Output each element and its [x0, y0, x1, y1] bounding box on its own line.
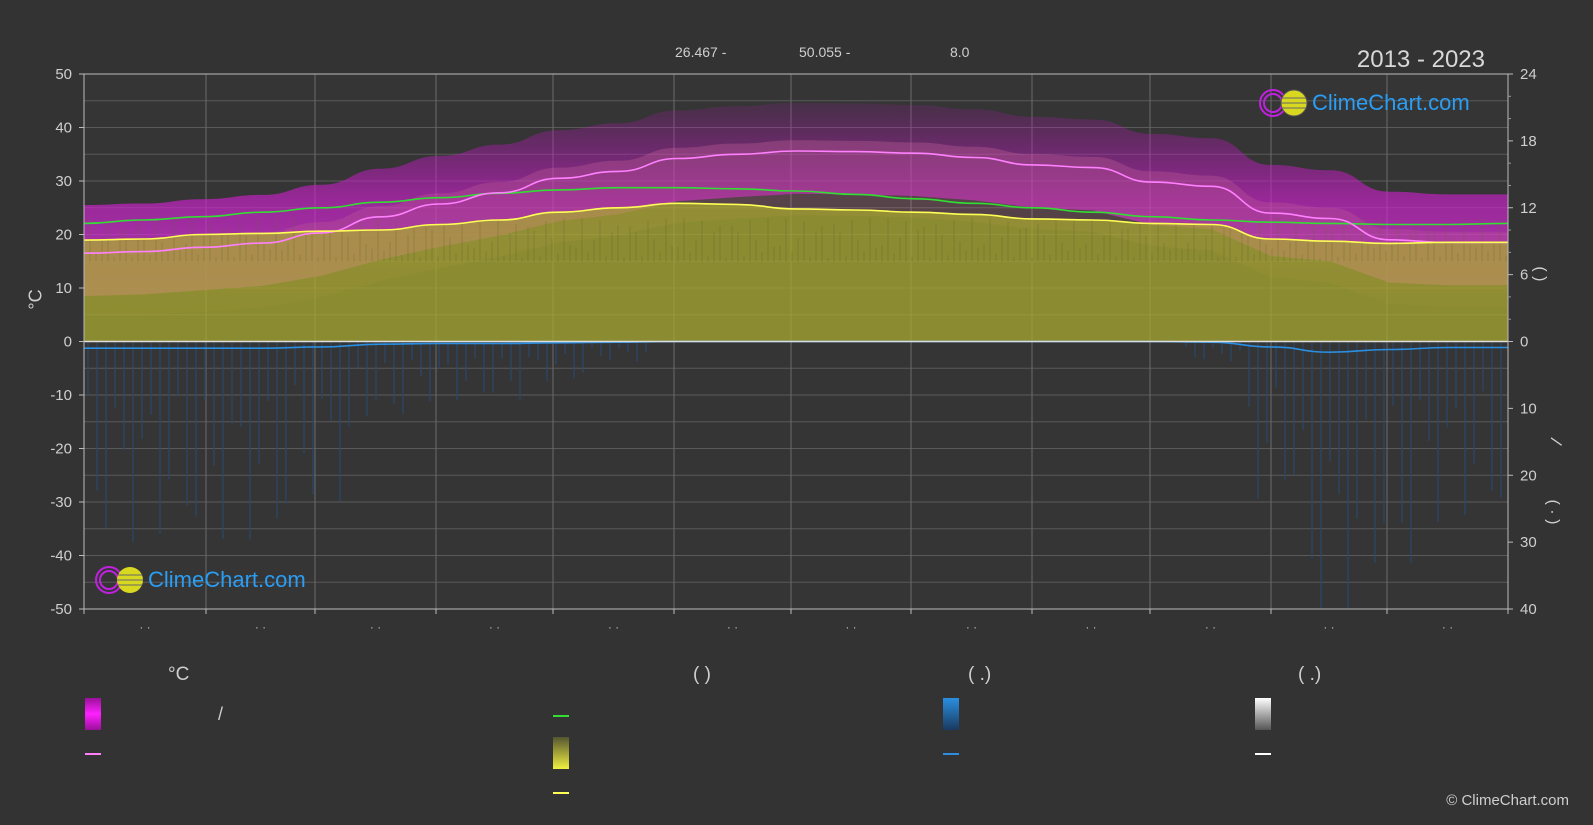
legend-daylight-line-swatch: [553, 715, 569, 717]
legend-col2-head: ( ): [693, 664, 711, 685]
sunshine-line: [84, 202, 1508, 245]
right-tick-label-hours: 6: [1520, 267, 1528, 284]
x-tick-label: · ·: [370, 620, 381, 634]
left-tick-label: -10: [50, 387, 72, 404]
max-temp-range-band: [84, 102, 1508, 297]
x-tick-label: · ·: [139, 620, 150, 634]
coordinate-latitude: 26.467 -: [675, 44, 727, 60]
right-tick-label-mm: 40: [1520, 601, 1537, 618]
x-tick-label: · ·: [608, 620, 619, 634]
x-tick-label: · ·: [966, 620, 977, 634]
axes: 50 40 30 20 10 0 -10 -20 -30 -40 -50 24 18 12 6 0 10 20 30…: [50, 66, 1536, 634]
sunshine-area: [84, 203, 1508, 342]
right-tick-label-hours: 12: [1520, 200, 1537, 217]
logo-bottom-icon: [95, 566, 143, 594]
coordinate-elevation: 8.0: [950, 44, 970, 60]
legend-sunshine-range-swatch: [553, 737, 569, 769]
x-tick-label: · ·: [1442, 620, 1453, 634]
left-tick-label: 0: [64, 334, 72, 351]
logo-top-text: ClimeChart.com: [1312, 90, 1470, 115]
legend-max-temp-line-swatch: [85, 753, 101, 755]
left-tick-label: -50: [50, 601, 72, 618]
right-tick-label-hours: 18: [1520, 133, 1537, 150]
left-axis-unit: °C: [25, 289, 46, 310]
min-temp-range-band: [84, 140, 1508, 315]
x-tick-label: · ·: [1323, 620, 1334, 634]
legend-max-temp-range-swatch: [85, 698, 101, 730]
right-tick-label-hours: 24: [1520, 66, 1537, 83]
legend-sunshine-line-swatch: [553, 792, 569, 794]
logo-bottom: ClimeChart.com: [94, 565, 306, 595]
legend-col3-head: ( .): [968, 664, 992, 685]
logo-top-icon: [1259, 89, 1308, 117]
x-tick-label: · ·: [1085, 620, 1096, 634]
right-tick-label-mm: 20: [1520, 467, 1537, 484]
right-tick-label-hours: 0: [1520, 334, 1528, 351]
right-tick-label-mm: 10: [1520, 400, 1537, 417]
legend-col1-slash: /: [218, 704, 224, 724]
left-tick-label: -40: [50, 548, 72, 565]
legend-col1-head: °C: [168, 664, 190, 685]
logo-bottom-text: ClimeChart.com: [148, 567, 306, 592]
x-tick-label: · ·: [727, 620, 738, 634]
left-tick-label: 40: [55, 120, 72, 137]
legend-snow-line-swatch: [1255, 753, 1271, 755]
left-tick-label: -20: [50, 441, 72, 458]
right-axis-label-precip: ( · ): [1543, 499, 1561, 525]
logo-top: ClimeChart.com: [1258, 88, 1470, 118]
right-axis-label-hours: ( ): [1530, 266, 1548, 282]
left-tick-label: 50: [55, 66, 72, 83]
x-tick-label: · ·: [255, 620, 266, 634]
x-tick-label: · ·: [1205, 620, 1216, 634]
daylight-line: [84, 186, 1508, 226]
year-range: 2013 - 2023: [1356, 46, 1485, 73]
data-bands: [84, 102, 1508, 609]
x-tick-label: · ·: [845, 620, 856, 634]
copyright: © ClimeChart.com: [1446, 792, 1569, 809]
x-tick-label: · ·: [489, 620, 500, 634]
left-tick-label: 10: [55, 280, 72, 297]
legend-snow-range-swatch: [1255, 698, 1271, 730]
legend-col4-head: ( .): [1298, 664, 1322, 685]
coordinate-longitude: 50.055 -: [799, 44, 851, 60]
left-tick-label: 20: [55, 227, 72, 244]
left-tick-label: 30: [55, 173, 72, 190]
legend-precip-range-swatch: [943, 698, 959, 730]
right-tick-label-mm: 30: [1520, 534, 1537, 551]
left-tick-label: -30: [50, 494, 72, 511]
max-temp-mean-line: [84, 150, 1508, 254]
legend-precip-line-swatch: [943, 753, 959, 755]
